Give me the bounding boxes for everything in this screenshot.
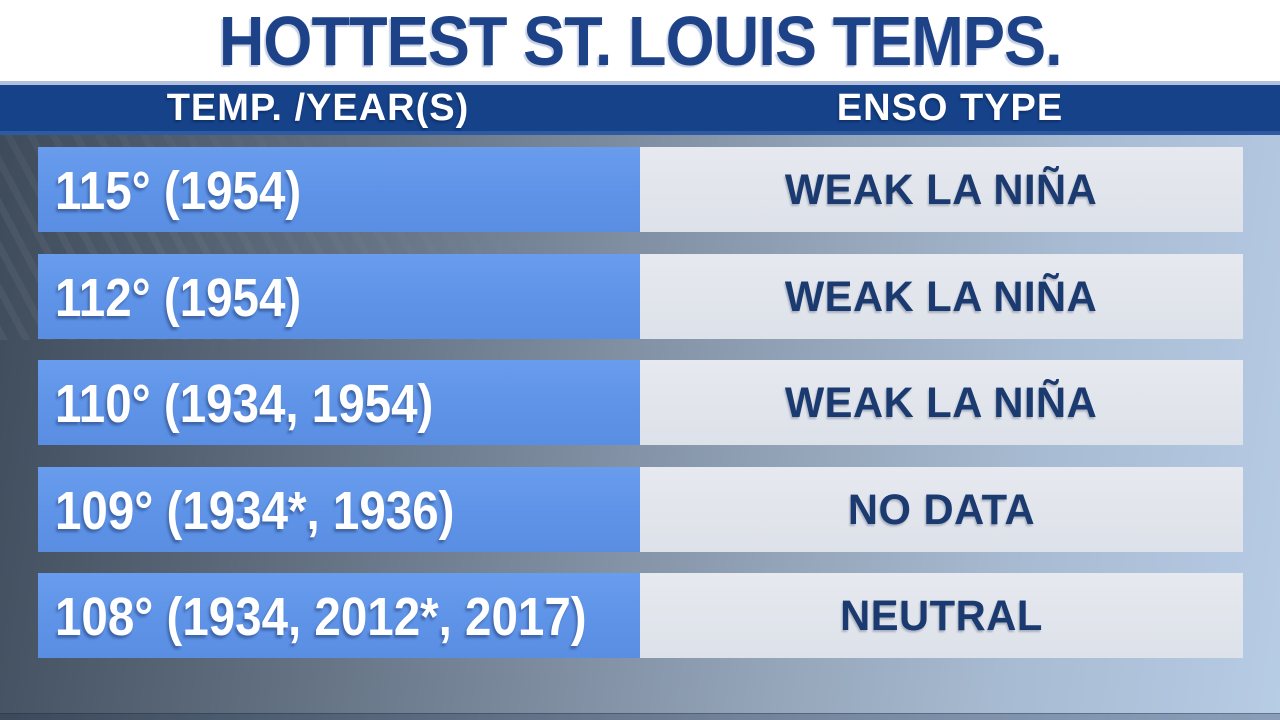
temp-year-value: 112° (1954)	[55, 267, 302, 328]
temps-table: 115° (1954) WEAK LA NIÑA 112° (1954) WEA…	[38, 147, 1243, 658]
column-header-enso-type-label: ENSO TYPE	[836, 86, 1064, 129]
column-header-temp-years-label: TEMP. /YEAR(S)	[166, 86, 470, 129]
title-band: HOTTEST ST. LOUIS TEMPS.	[0, 0, 1280, 81]
enso-type-cell: NEUTRAL	[640, 573, 1243, 658]
enso-type-value: WEAK LA NIÑA	[785, 272, 1098, 321]
temp-year-cell: 110° (1934, 1954)	[38, 360, 640, 445]
enso-type-value: NO DATA	[847, 485, 1036, 534]
table-row: 109° (1934*, 1936) NO DATA	[38, 466, 1243, 552]
table-header-bar: TEMP. /YEAR(S) ENSO TYPE	[0, 85, 1280, 135]
enso-type-value: NEUTRAL	[840, 592, 1043, 640]
page-title: HOTTEST ST. LOUIS TEMPS.	[218, 1, 1063, 80]
enso-type-value: WEAK LA NIÑA	[785, 379, 1098, 427]
temp-year-cell: 115° (1954)	[38, 147, 640, 232]
table-row: 110° (1934, 1954) WEAK LA NIÑA	[38, 360, 1243, 445]
enso-type-cell: WEAK LA NIÑA	[640, 253, 1243, 339]
enso-type-value: WEAK LA NIÑA	[785, 166, 1098, 214]
temp-year-value: 110° (1934, 1954)	[55, 374, 434, 434]
temp-year-cell: 109° (1934*, 1936)	[38, 466, 640, 552]
column-header-enso-type: ENSO TYPE	[650, 85, 1250, 131]
temp-year-value: 109° (1934*, 1936)	[55, 480, 455, 541]
table-row: 112° (1954) WEAK LA NIÑA	[38, 253, 1243, 339]
table-row: 115° (1954) WEAK LA NIÑA	[38, 147, 1243, 232]
bottom-edge-strip	[0, 713, 1280, 720]
temp-year-value: 108° (1934, 2012*, 2017)	[55, 587, 587, 647]
enso-type-cell: NO DATA	[640, 466, 1243, 552]
temp-year-value: 115° (1954)	[55, 161, 302, 221]
table-row: 108° (1934, 2012*, 2017) NEUTRAL	[38, 573, 1243, 658]
enso-type-cell: WEAK LA NIÑA	[640, 360, 1243, 445]
temp-year-cell: 112° (1954)	[38, 253, 640, 339]
enso-type-cell: WEAK LA NIÑA	[640, 147, 1243, 232]
divider-line	[0, 81, 1280, 85]
temp-year-cell: 108° (1934, 2012*, 2017)	[38, 573, 640, 658]
column-header-temp-years: TEMP. /YEAR(S)	[38, 85, 598, 131]
